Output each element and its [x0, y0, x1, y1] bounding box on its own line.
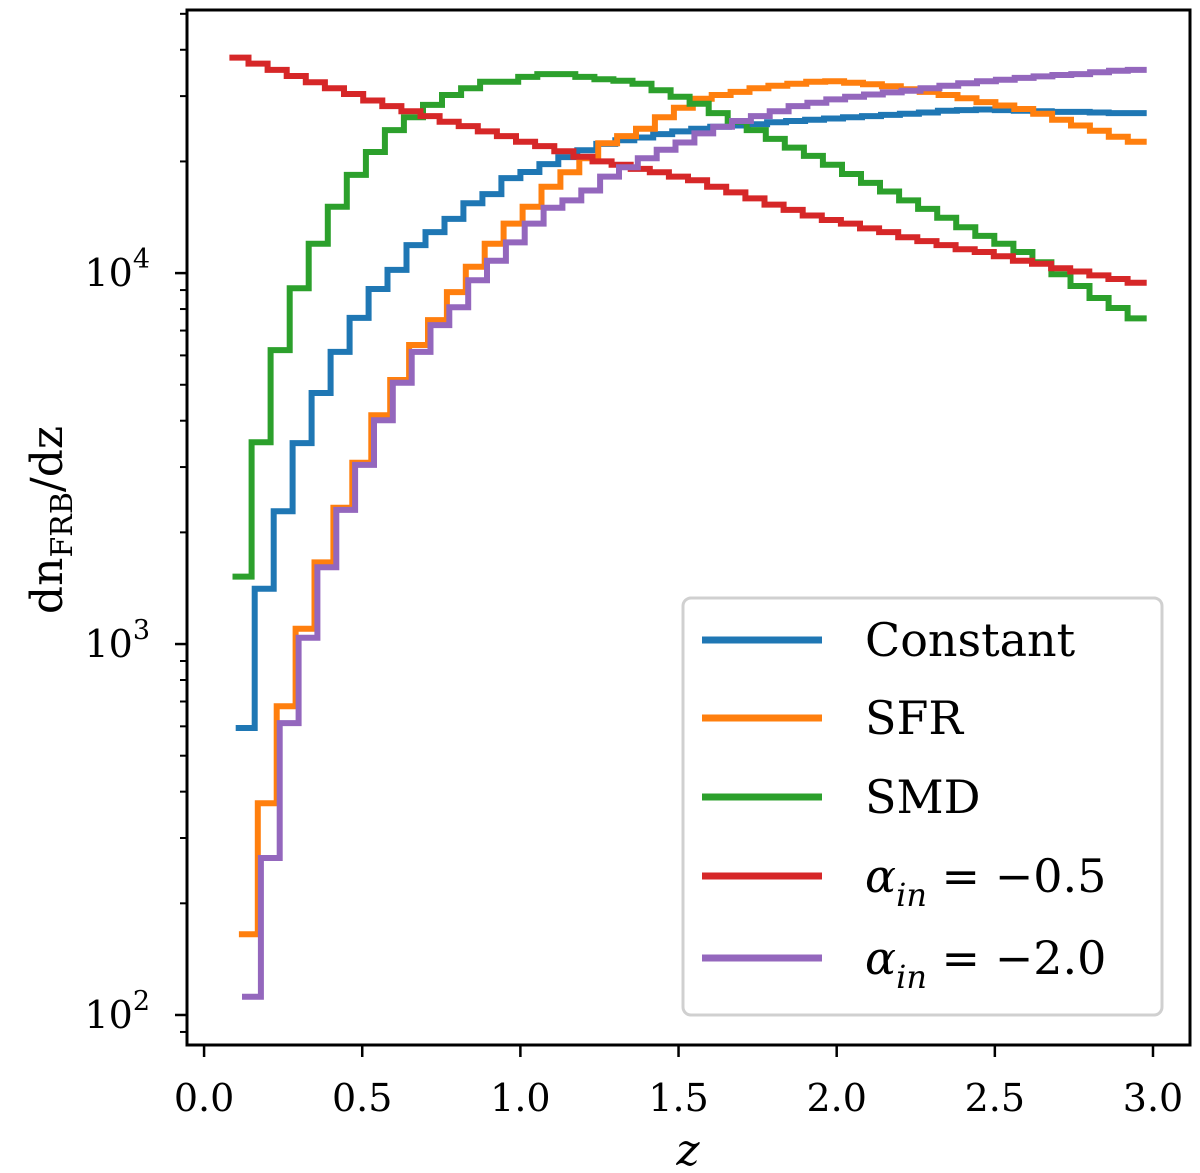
x-tick-label: 1.0: [490, 1076, 550, 1120]
x-tick-label: 2.5: [965, 1076, 1025, 1120]
y-label-main: dn: [22, 558, 73, 615]
legend-label: SMD: [865, 770, 981, 824]
x-axis-label: z: [675, 1125, 700, 1173]
legend-label: SFR: [865, 691, 964, 745]
x-tick-label: 1.5: [648, 1076, 708, 1120]
y-tick-exp: 3: [133, 615, 150, 646]
legend-entry: αin = −0.5: [702, 849, 1106, 914]
legend-label-main: SFR: [865, 691, 964, 745]
series-line-5: [242, 66, 1147, 1000]
x-tick-label: 0.0: [174, 1076, 234, 1120]
y-label-sub: FRB: [45, 492, 80, 557]
legend-label-tail: = −2.0: [927, 931, 1107, 985]
legend-label-sub: in: [896, 958, 927, 996]
y-label-tail: /dz: [22, 426, 73, 492]
series-line-1: [235, 106, 1147, 731]
y-tick-exp: 4: [133, 244, 150, 275]
series-line-3: [232, 71, 1147, 580]
plot-frame: [185, 8, 1192, 1047]
y-tick-label: 103: [84, 615, 150, 666]
y-tick-base: 10: [84, 622, 132, 666]
x-tick-label: 2.0: [806, 1076, 866, 1120]
x-axis: 0.0 0.5 1.0 1.5 2.0 2.5 3.0: [174, 1045, 1183, 1120]
legend-label-main: α: [865, 931, 896, 985]
y-tick-label: 104: [84, 244, 150, 295]
y-tick-base: 10: [84, 251, 132, 295]
legend-label-main: α: [865, 849, 896, 903]
x-tick-label: 3.0: [1123, 1076, 1183, 1120]
series-line-4: [229, 54, 1147, 286]
x-tick-label: 0.5: [332, 1076, 392, 1120]
y-axis-label: dnFRB/dz: [22, 426, 80, 614]
series-layer: [229, 54, 1147, 1000]
legend-entry: Constant: [702, 613, 1076, 667]
legend-label-sub: in: [896, 876, 927, 914]
y-tick-label: 102: [84, 986, 150, 1037]
y-tick-base: 10: [84, 993, 132, 1037]
legend-label-tail: = −0.5: [927, 849, 1107, 903]
legend-label: αin = −0.5: [865, 849, 1106, 914]
y-tick-exp: 2: [133, 986, 150, 1017]
legend-box: [681, 596, 1164, 1017]
legend-label: αin = −2.0: [865, 931, 1106, 996]
legend-label: Constant: [865, 613, 1076, 667]
legend-entry: SMD: [702, 770, 981, 824]
legend-label-main: SMD: [865, 770, 981, 824]
legend-entry: SFR: [702, 691, 964, 745]
legend-entry: αin = −2.0: [702, 931, 1106, 996]
legend-label-main: Constant: [865, 613, 1076, 667]
